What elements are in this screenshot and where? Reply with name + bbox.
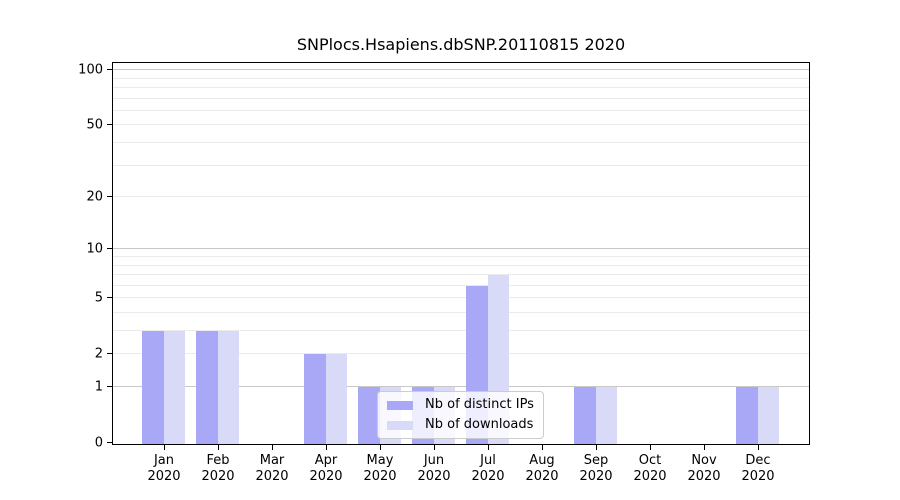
x-axis-tick [326, 444, 327, 450]
x-axis-tick [542, 444, 543, 450]
bar-distinct-ips-jan [142, 331, 164, 444]
bar-distinct-ips-sep [574, 387, 596, 444]
y-axis-tick [107, 69, 113, 70]
y-axis-tick [107, 124, 113, 125]
legend: Nb of distinct IPs Nb of downloads [377, 391, 544, 439]
bar-distinct-ips-feb [196, 331, 218, 444]
gridlines-layer [113, 63, 809, 444]
bar-distinct-ips-apr [304, 354, 326, 444]
y-axis-tick [107, 386, 113, 387]
x-axis-tick-label: Jul 2020 [471, 453, 505, 484]
x-axis-tick [596, 444, 597, 450]
x-axis-tick [164, 444, 165, 450]
x-axis-tick-label: Dec 2020 [741, 453, 775, 484]
x-axis-tick-label: Apr 2020 [309, 453, 343, 484]
legend-swatch-downloads [387, 420, 413, 430]
x-axis-tick-label: Aug 2020 [525, 453, 559, 484]
plot-area: 0 1 2 5 10 20 50 100 Jan 2020 Feb 2020 Mar 2020 Apr 202… [78, 62, 810, 485]
x-axis-tick [488, 444, 489, 450]
x-axis-tick-label: Mar 2020 [255, 453, 289, 484]
x-axis-tick-label: Jan 2020 [147, 453, 181, 484]
minor-gridline [113, 297, 809, 298]
y-axis-tick-label: 100 [78, 62, 103, 78]
y-axis-tick [107, 353, 113, 354]
minor-gridline [113, 330, 809, 331]
x-axis-tick [380, 444, 381, 450]
y-axis-tick-label: 50 [86, 117, 103, 133]
y-axis-tick [107, 442, 113, 443]
bar-downloads-jan [164, 331, 185, 444]
x-axis-tick [218, 444, 219, 450]
major-gridline [113, 386, 809, 387]
x-axis-tick-label: Feb 2020 [201, 453, 235, 484]
minor-gridline [113, 256, 809, 257]
minor-gridline [113, 265, 809, 266]
bar-downloads-apr [326, 354, 347, 444]
bar-distinct-ips-dec [736, 387, 758, 444]
legend-item-distinct-ips: Nb of distinct IPs [387, 398, 534, 412]
legend-swatch-distinct-ips [387, 400, 413, 410]
x-axis-tick [434, 444, 435, 450]
y-axis-tick-label: 1 [94, 379, 103, 395]
axis-ticks-layer: 0 1 2 5 10 20 50 100 Jan 2020 Feb 2020 Mar 2020 Apr 202… [78, 63, 809, 485]
minor-gridline [113, 78, 809, 79]
minor-gridline [113, 353, 809, 354]
y-axis-tick-label: 2 [94, 346, 103, 362]
minor-gridline [113, 312, 809, 313]
x-axis-tick [272, 444, 273, 450]
minor-gridline [113, 285, 809, 286]
y-axis-tick-label: 0 [94, 435, 103, 451]
y-axis-tick [107, 297, 113, 298]
y-axis-tick [107, 196, 113, 197]
bar-distinct-ips-may [358, 387, 380, 444]
bar-downloads-sep [596, 387, 617, 444]
minor-gridline [113, 274, 809, 275]
major-gridline [113, 69, 809, 70]
minor-gridline [113, 110, 809, 111]
y-axis-tick-label: 20 [86, 189, 103, 205]
minor-gridline [113, 196, 809, 197]
x-axis-tick-label: Sep 2020 [579, 453, 613, 484]
major-gridline [113, 248, 809, 249]
legend-label-distinct-ips: Nb of distinct IPs [425, 397, 534, 412]
bar-downloads-dec [758, 387, 779, 444]
x-axis-tick [650, 444, 651, 450]
minor-gridline [113, 142, 809, 143]
x-axis-tick [704, 444, 705, 450]
x-axis-tick-label: Oct 2020 [633, 453, 667, 484]
y-axis-tick-label: 5 [94, 290, 103, 306]
minor-gridline [113, 98, 809, 99]
bar-downloads-feb [218, 331, 239, 444]
x-axis-tick-label: May 2020 [363, 453, 397, 484]
y-axis-tick [107, 248, 113, 249]
x-axis-tick-label: Nov 2020 [687, 453, 721, 484]
legend-item-downloads: Nb of downloads [387, 418, 534, 432]
chart-title: SNPlocs.Hsapiens.dbSNP.20110815 2020 [296, 35, 626, 54]
legend-label-downloads: Nb of downloads [425, 417, 534, 432]
minor-gridline [113, 165, 809, 166]
minor-gridline [113, 87, 809, 88]
x-axis-tick [758, 444, 759, 450]
x-axis-tick-label: Jun 2020 [417, 453, 451, 484]
minor-gridline [113, 124, 809, 125]
y-axis-tick-label: 10 [86, 241, 103, 257]
